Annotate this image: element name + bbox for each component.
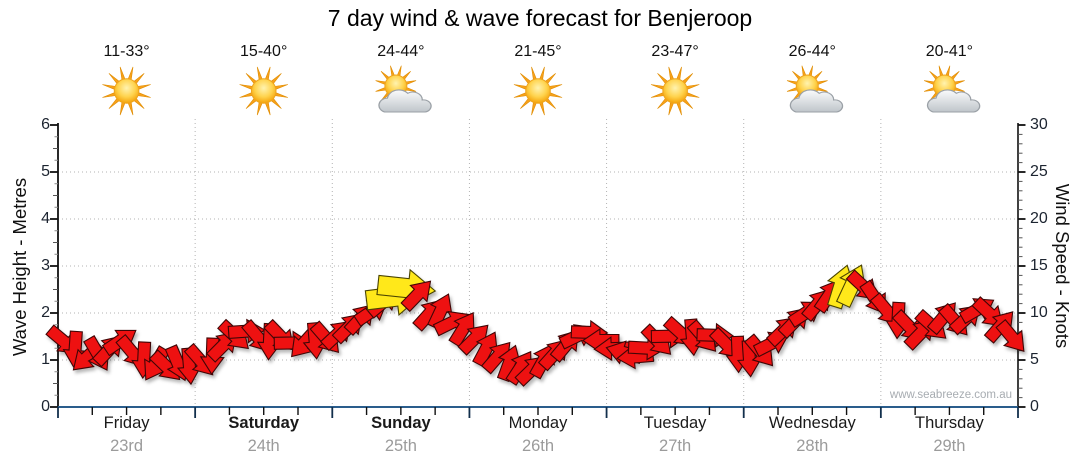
temperature-range-wednesday: 26-44° <box>788 43 836 60</box>
right-axis-tick-30: 30 <box>1030 116 1048 133</box>
left-axis-tick-1: 1 <box>41 351 50 368</box>
date-label-26th: 26th <box>521 437 555 455</box>
left-axis-tick-5: 5 <box>41 163 50 180</box>
wind-arrow <box>457 324 489 356</box>
temperature-range-sunday: 24-44° <box>377 43 425 60</box>
date-label-28th: 28th <box>796 437 829 455</box>
watermark: www.seabreeze.com.au <box>889 389 1012 401</box>
day-label-tuesday: Tuesday <box>643 414 707 432</box>
day-label-friday: Friday <box>103 414 150 432</box>
date-label-29th: 29th <box>933 437 966 455</box>
date-label-24th: 24th <box>247 437 280 455</box>
day-label-wednesday: Wednesday <box>768 414 856 432</box>
right-axis-tick-5: 5 <box>1030 351 1039 368</box>
day-label-thursday: Thursday <box>915 414 984 432</box>
sunny-icon <box>513 66 563 116</box>
date-label-27th: 27th <box>659 437 692 455</box>
partly-cloudy-icon <box>786 65 844 113</box>
axes-lines <box>50 123 1026 418</box>
day-label-sunday: Sunday <box>371 414 431 432</box>
left-axis-tick-4: 4 <box>41 210 50 227</box>
wind-arrows-layer <box>45 264 1025 387</box>
day-label-monday: Monday <box>508 414 568 432</box>
left-axis-tick-6: 6 <box>41 116 50 133</box>
sunny-icon <box>239 66 289 116</box>
temperature-range-saturday: 15-40° <box>240 43 288 60</box>
partly-cloudy-icon <box>923 65 981 113</box>
left-axis-tick-2: 2 <box>41 304 50 321</box>
date-label-25th: 25th <box>384 437 417 455</box>
day-label-saturday: Saturday <box>228 414 299 432</box>
left-axis-tick-0: 0 <box>41 398 50 415</box>
right-axis-tick-15: 15 <box>1030 257 1048 274</box>
temperature-range-friday: 11-33° <box>103 43 150 60</box>
wind-arrow <box>400 280 432 313</box>
sunny-icon <box>102 66 151 116</box>
right-axis-tick-25: 25 <box>1030 163 1048 180</box>
wind-arrow <box>995 318 1025 352</box>
right-axis-tick-10: 10 <box>1030 304 1048 321</box>
left-axis-tick-3: 3 <box>41 257 50 274</box>
partly-cloudy-icon <box>375 65 432 113</box>
right-axis-tick-20: 20 <box>1030 210 1048 227</box>
temperature-range-thursday: 20-41° <box>925 43 974 60</box>
date-label-23rd: 23rd <box>110 437 144 455</box>
temperature-range-tuesday: 23-47° <box>651 43 699 60</box>
temperature-range-monday: 21-45° <box>514 43 562 60</box>
sunny-icon <box>650 66 700 116</box>
page-title: 7 day wind & wave forecast for Benjeroop <box>327 5 753 31</box>
right-axis-tick-0: 0 <box>1030 398 1039 415</box>
